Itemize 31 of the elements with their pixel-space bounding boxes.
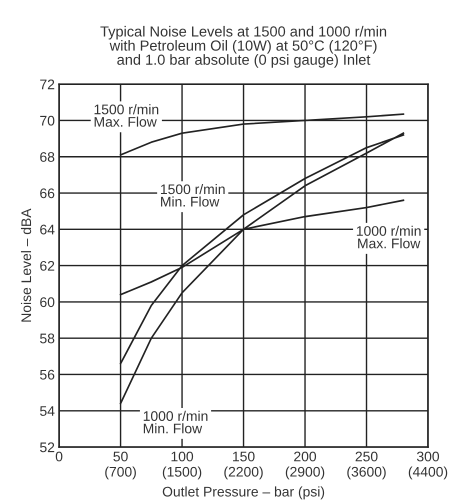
series-label: 1500 r/min Min. Flow <box>160 184 225 207</box>
y-tick-label: 60 <box>40 297 54 308</box>
text: (3600) <box>347 466 386 480</box>
x-tick-label: 0 <box>56 452 62 462</box>
y-tick-label: 56 <box>40 370 54 380</box>
y-tick-label: 54 <box>40 406 55 416</box>
y-tick-label: 62 <box>40 260 54 271</box>
y-tick-label: 72 <box>40 80 54 90</box>
text: (2200) <box>224 466 263 480</box>
text: (700) <box>105 466 136 480</box>
chart-title: Typical Noise Levels at 1500 and 1000 r/min with Petroleum Oil (10W) at 50°C (120°F) and 1.0 bar absolute (0 psi gauge) Inlet <box>100 26 386 68</box>
y-tick-label: 64 <box>40 224 55 234</box>
series-label: 1000 r/min Max. Flow <box>356 226 421 248</box>
series-label: 1500 r/min Max. Flow <box>94 104 158 127</box>
x-tick-label: 250 <box>356 452 378 462</box>
y-tick-label: 68 <box>40 152 54 162</box>
x-tick-label: 150 <box>233 452 255 462</box>
y-tick-label: 58 <box>40 334 54 344</box>
text: (1500) <box>162 466 202 480</box>
y-axis-title: Noise Level – dBA <box>20 208 32 322</box>
text: (4400) <box>408 466 448 480</box>
x-tick-label: 300 <box>416 452 440 462</box>
x-axis-title: Outlet Pressure – bar (psi) <box>162 486 324 500</box>
y-tick-label: 66 <box>40 188 54 198</box>
x-tick-label: 100 <box>172 452 194 462</box>
y-tick-label: 70 <box>40 116 54 126</box>
x-tick-label: 200 <box>294 452 316 462</box>
x-tick-label: 50 <box>113 452 128 462</box>
series-label: 1000 r/min Min. Flow <box>144 410 208 434</box>
y-tick-label: 52 <box>40 442 54 452</box>
text: (2900) <box>286 466 324 480</box>
